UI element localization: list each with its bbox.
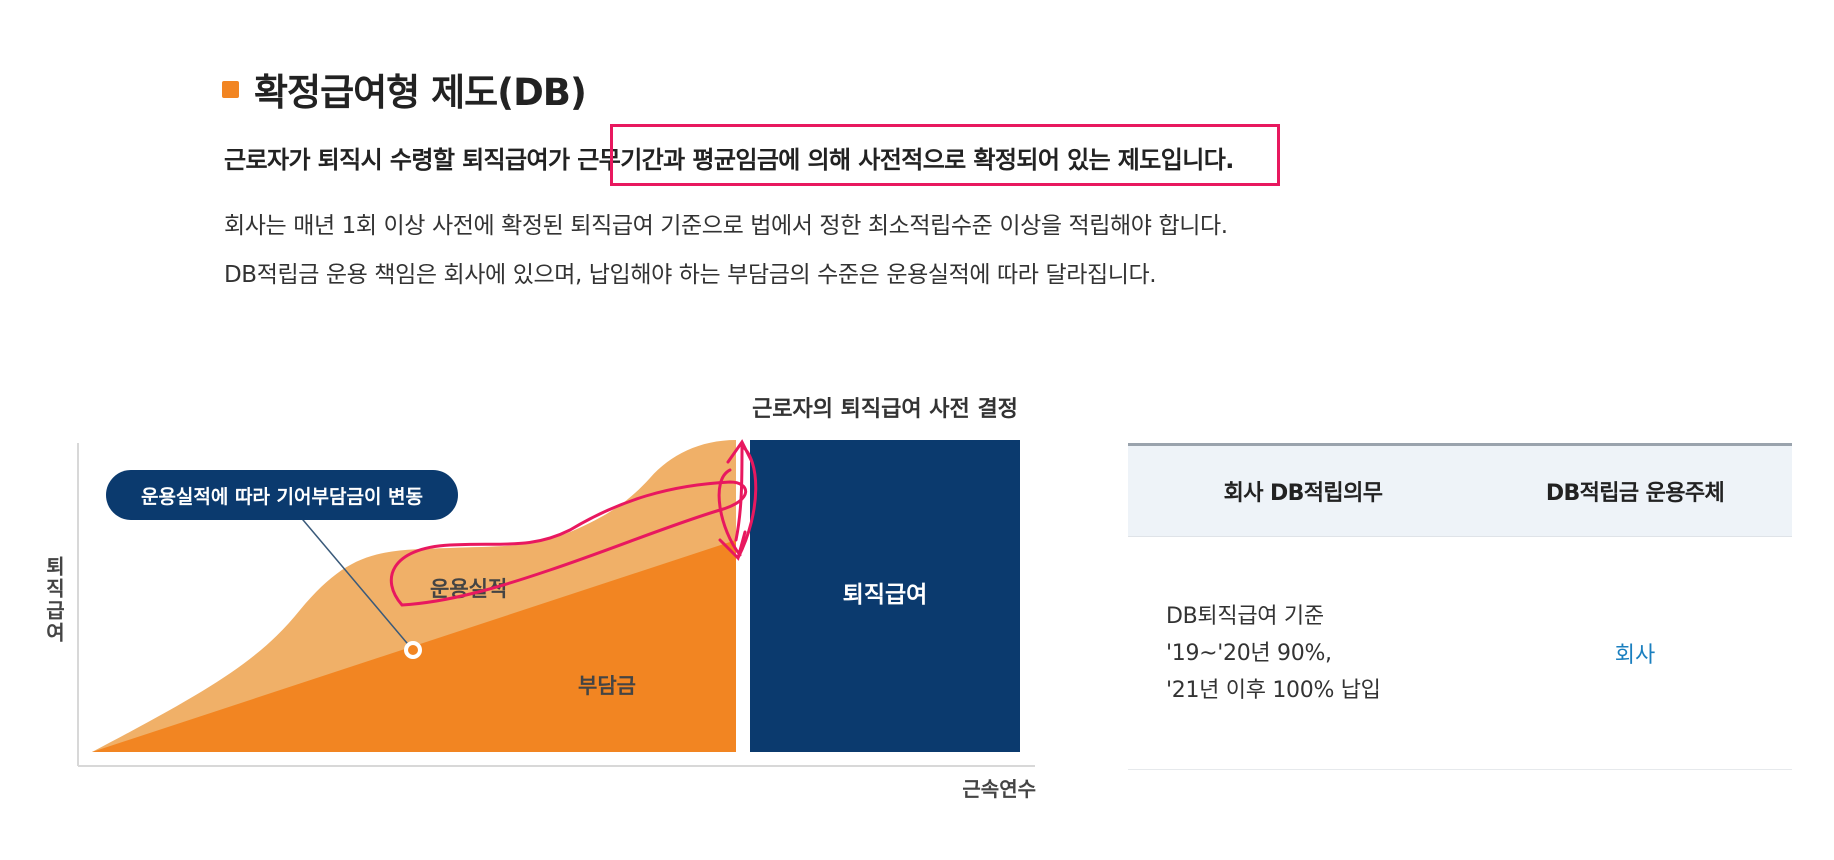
header-db-operator: DB적립금 운용주체 [1478, 444, 1792, 537]
db-diagram: 퇴직급여 근로자의 퇴직급여 사전 결정 운용실적 부담금 운용실적에 따라 기… [77, 397, 1036, 801]
summary-pre: 근로자가 퇴직시 수령할 퇴직급여가 [224, 146, 578, 174]
summary-sentence: 근로자가 퇴직시 수령할 퇴직급여가 근무기간과 평균임금에 의해 사전적으로 … [224, 140, 1234, 175]
callout-pill [106, 470, 458, 520]
red-highlight-annotation-box [610, 124, 1280, 186]
obligation-line-3: '21년 이후 100% 납입 [1166, 677, 1381, 703]
summary-highlight: 근무기간과 평균임금에 의해 사전적으로 확정되어 있는 제도 [577, 146, 1161, 174]
obligation-line-2: '19~'20년 90%, [1166, 640, 1332, 666]
description: 회사는 매년 1회 이상 사전에 확정된 퇴직급여 기준으로 법에서 정한 최소… [224, 202, 1228, 300]
table-row: DB퇴직급여 기준 '19~'20년 90%, '21년 이후 100% 납입 … [1128, 536, 1792, 770]
contribution-label: 부담금 [578, 674, 636, 698]
callout-text: 운용실적에 따라 기어부담금이 변동 [141, 486, 423, 508]
cell-operator: 회사 [1478, 536, 1792, 770]
x-axis-label: 근속연수 [962, 777, 1036, 801]
table-header-row: 회사 DB적립의무 DB적립금 운용주체 [1128, 444, 1792, 537]
red-handwritten-loop-annotation [389, 480, 748, 607]
callout-pointer-line [297, 513, 413, 650]
top-label: 근로자의 퇴직급여 사전 결정 [752, 397, 1018, 422]
retirement-benefit-label: 퇴직급여 [843, 582, 928, 608]
orange-square-bullet-icon [222, 80, 239, 98]
retirement-benefit-box [750, 440, 1020, 752]
description-line-2: DB적립금 운용 책임은 회사에 있으며, 납입해야 하는 부담금의 수준은 운… [224, 262, 1157, 288]
section-title: 확정급여형 제도(DB) [254, 71, 587, 114]
cell-obligation: DB퇴직급여 기준 '19~'20년 90%, '21년 이후 100% 납입 [1128, 536, 1478, 770]
db-obligation-table: 회사 DB적립의무 DB적립금 운용주체 DB퇴직급여 기준 '19~'20년 … [1128, 443, 1792, 770]
obligation-line-1: DB퇴직급여 기준 [1166, 603, 1324, 629]
callout-pointer-dot-inner [408, 645, 418, 655]
summary-post: 입니다. [1160, 146, 1235, 174]
y-axis-label: 퇴직급여 [42, 556, 66, 644]
section-title-row: 확정급여형 제도(DB) [222, 62, 587, 116]
red-handwritten-arrow-annotation [717, 439, 758, 561]
operating-performance-label: 운용실적 [430, 577, 507, 601]
description-line-1: 회사는 매년 1회 이상 사전에 확정된 퇴직급여 기준으로 법에서 정한 최소… [224, 213, 1228, 239]
header-company-db-obligation: 회사 DB적립의무 [1128, 444, 1478, 537]
